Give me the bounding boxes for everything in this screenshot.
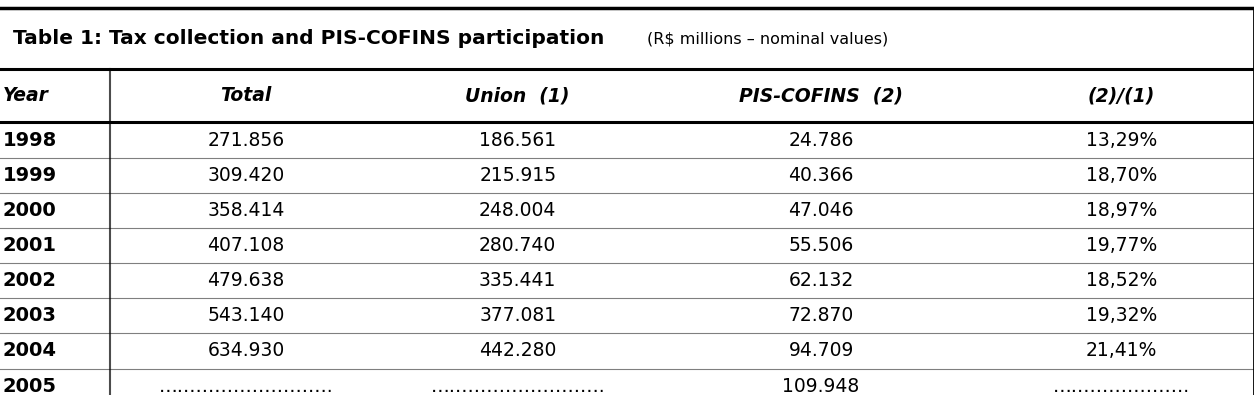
Text: 407.108: 407.108 (207, 236, 285, 255)
Text: (2)/(1): (2)/(1) (1087, 86, 1155, 105)
Text: 18,97%: 18,97% (1086, 201, 1157, 220)
Text: 40.366: 40.366 (789, 166, 854, 185)
Text: 186.561: 186.561 (479, 130, 557, 150)
Text: 634.930: 634.930 (207, 341, 285, 361)
Text: 377.081: 377.081 (479, 306, 557, 325)
Text: 2003: 2003 (3, 306, 56, 325)
Text: 18,52%: 18,52% (1086, 271, 1157, 290)
Text: 479.638: 479.638 (207, 271, 285, 290)
Text: 13,29%: 13,29% (1086, 130, 1157, 150)
Text: ……………………….: ………………………. (430, 376, 604, 395)
Text: 309.420: 309.420 (207, 166, 285, 185)
Text: 24.786: 24.786 (789, 130, 854, 150)
Text: 72.870: 72.870 (789, 306, 854, 325)
Text: 442.280: 442.280 (479, 341, 557, 361)
Text: 215.915: 215.915 (479, 166, 557, 185)
Text: (R$ millions – nominal values): (R$ millions – nominal values) (647, 31, 888, 46)
Text: 271.856: 271.856 (207, 130, 285, 150)
Text: 19,32%: 19,32% (1086, 306, 1157, 325)
Text: 2005: 2005 (3, 376, 56, 395)
Text: 1999: 1999 (3, 166, 56, 185)
Text: 1998: 1998 (3, 130, 56, 150)
Text: 94.709: 94.709 (789, 341, 854, 361)
Text: 2004: 2004 (3, 341, 56, 361)
Text: Table 1: Tax collection and PIS-COFINS participation: Table 1: Tax collection and PIS-COFINS p… (13, 29, 604, 48)
Text: ……………………….: ………………………. (158, 376, 334, 395)
Text: 2001: 2001 (3, 236, 56, 255)
Text: 248.004: 248.004 (479, 201, 557, 220)
Text: 55.506: 55.506 (789, 236, 854, 255)
Text: 358.414: 358.414 (207, 201, 285, 220)
Text: 335.441: 335.441 (479, 271, 557, 290)
Text: Total: Total (221, 86, 272, 105)
Text: Union  (1): Union (1) (465, 86, 571, 105)
Text: 2000: 2000 (3, 201, 56, 220)
Text: 18,70%: 18,70% (1086, 166, 1157, 185)
Text: 2002: 2002 (3, 271, 56, 290)
Text: 19,77%: 19,77% (1086, 236, 1157, 255)
Text: 21,41%: 21,41% (1086, 341, 1157, 361)
Text: 280.740: 280.740 (479, 236, 557, 255)
Text: Year: Year (3, 86, 49, 105)
Text: ………………….: …………………. (1052, 376, 1190, 395)
Text: 62.132: 62.132 (789, 271, 854, 290)
Text: 47.046: 47.046 (789, 201, 854, 220)
Text: 109.948: 109.948 (782, 376, 860, 395)
Text: 543.140: 543.140 (207, 306, 285, 325)
Text: PIS-COFINS  (2): PIS-COFINS (2) (739, 86, 903, 105)
